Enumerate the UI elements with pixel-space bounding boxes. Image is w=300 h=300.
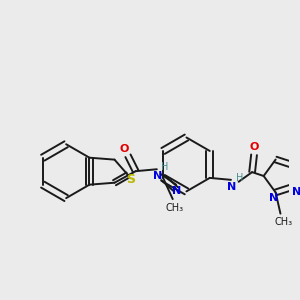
Text: O: O <box>249 142 259 152</box>
Text: S: S <box>126 173 135 186</box>
Text: CH₃: CH₃ <box>274 217 292 227</box>
Text: H: H <box>161 162 168 172</box>
Text: H: H <box>236 173 243 183</box>
Text: N: N <box>269 193 278 203</box>
Text: N: N <box>292 187 300 197</box>
Text: O: O <box>119 144 129 154</box>
Text: N: N <box>153 171 162 181</box>
Text: CH₃: CH₃ <box>166 203 184 213</box>
Text: N: N <box>172 186 182 197</box>
Text: N: N <box>227 182 236 192</box>
